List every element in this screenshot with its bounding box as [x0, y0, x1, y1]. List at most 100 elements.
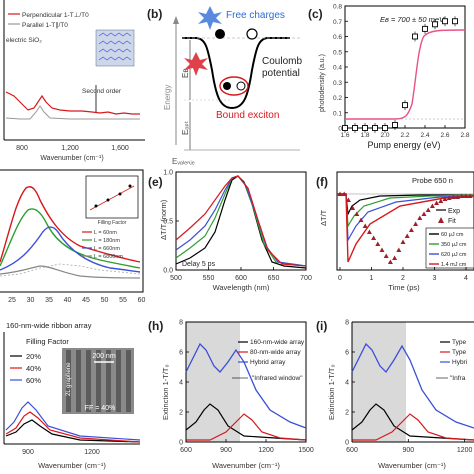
xtick-label-i: 600 [346, 447, 358, 454]
curve-g-red [5, 411, 141, 443]
curve-e-blue [175, 175, 307, 267]
free-charge-star-icon [198, 6, 222, 30]
label-b: (b) [147, 7, 162, 21]
inset-d-xlabel: Filling Factor [98, 220, 127, 226]
eb-label: Eʙ [181, 68, 190, 78]
coulomb-label-1: Coulomb [262, 56, 302, 67]
exp-point-f [387, 259, 393, 264]
panel-h: (h) Extinction 1-T/T₀ 0 2 4 6 8 160-nm-wide … [148, 319, 314, 470]
ytick-label-e: 1.0 [163, 170, 173, 177]
electron-icon [215, 29, 225, 39]
ytick-label-c: 0.1 [333, 110, 342, 117]
ylabel-h: Extinction 1-T/T₀ [161, 364, 170, 420]
exp-point-f [400, 239, 406, 244]
hole-icon [246, 28, 258, 40]
legend-parallel: Parallel 1-T∥/T0 [22, 21, 68, 29]
curve-g-blue [5, 401, 141, 441]
xtick-label-e: 500 [170, 275, 182, 282]
panel-e: (e) ΔT/T (norm) 0.0 0.5 1.0 500 550 600 650 70… [148, 170, 312, 293]
legend-f-350: 350 μJ cm [441, 242, 467, 248]
legend-h-hybrid: Hybrid array [250, 359, 286, 366]
xtick-label-d: 50 [101, 297, 109, 304]
data-point-c [442, 18, 448, 25]
legend-d-6800: L = 6800nm [94, 254, 123, 260]
exp-point-f [379, 247, 385, 252]
xlabel-g: Wavenumber (cm⁻¹) [38, 461, 106, 470]
data-point-c [392, 121, 398, 128]
data-point-c [422, 25, 428, 32]
data-point-c [452, 18, 458, 25]
legend-h-160: 160-nm-wide array [250, 339, 305, 346]
label-e: (e) [148, 175, 163, 189]
curve-h-red [186, 413, 307, 441]
ytick-label-h: 8 [179, 320, 183, 327]
data-point-c [362, 125, 368, 131]
ytick-label-c: 0.5 [333, 49, 342, 56]
xtick-label-c: 2.4 [420, 132, 429, 139]
exp-point-f [425, 207, 431, 212]
legend-d-60: L = 60nm [94, 230, 117, 236]
legend-i-hybrid: Hybri [452, 359, 467, 366]
tick-a-800: 800 [16, 145, 28, 152]
exp-point-f [442, 196, 448, 201]
exp-point-f [396, 247, 402, 252]
curve-g-black [5, 419, 141, 443]
xtick-label-e: 550 [203, 275, 215, 282]
xtick-label-f: 1 [370, 275, 374, 282]
ytick-label-c: 0 [338, 126, 342, 133]
xtick-label-f: 0 [338, 275, 342, 282]
xtick-label-i: 900 [402, 447, 414, 454]
coulomb-potential-curve [182, 37, 290, 110]
xtick-label-d: 40 [64, 297, 72, 304]
energy-label: Energy [163, 85, 172, 110]
label-i: (i) [316, 319, 327, 333]
xtick-label-h: 600 [180, 447, 192, 454]
exp-point-f [392, 255, 398, 260]
ytick-label-i: 6 [345, 350, 349, 357]
xtick-label-h: 1200 [258, 447, 274, 454]
xtick-label-d: 60 [138, 297, 146, 304]
exp-point-f [417, 215, 423, 220]
tick-a-1200: 1,200 [61, 145, 79, 152]
free-charges-label: Free charges [226, 10, 285, 21]
exp-point-f [371, 235, 377, 240]
data-point-c [372, 125, 378, 131]
xlabel-h: Wavenumber (cm⁻¹) [212, 461, 280, 470]
data-point-c [402, 102, 408, 109]
ytick-label-c: 0.8 [333, 4, 342, 11]
legend-d-180: L = 180nm [94, 238, 120, 244]
ytick-label-h: 2 [179, 410, 183, 417]
legend-i-type1: Type [452, 339, 466, 346]
ylabel-e: ΔT/T (norm) [159, 199, 168, 240]
window-label-h: "Infrared window" [252, 375, 303, 382]
ytick-label-c: 0.3 [333, 80, 342, 87]
curve-i-black [351, 403, 474, 441]
panel-i: (i) Extinction 1-T/T₀ 0 2 4 6 8 Type Type Hy… [316, 319, 474, 470]
exp-point-f [446, 195, 452, 200]
xtick-label-h: 1500 [298, 447, 314, 454]
exp-point-f [434, 200, 440, 205]
curve-e-black [175, 175, 307, 269]
ytick-label-i: 2 [345, 410, 349, 417]
coulomb-label-2: potential [262, 68, 300, 79]
ytick-label-h: 6 [179, 350, 183, 357]
legend-h-80: 80-nm-wide array [250, 349, 301, 356]
legend-d-660: L = 660nm [94, 246, 120, 252]
xtick-label-e: 700 [300, 275, 312, 282]
sem-graphene-label: 2L graphene [66, 362, 72, 396]
bound-exciton-star-icon [184, 52, 208, 76]
xtick-label-e: 650 [268, 275, 280, 282]
curve-d-gray [0, 265, 141, 279]
exp-point-f [366, 229, 372, 234]
exp-point-f [413, 221, 419, 226]
ytick-label-i: 0 [345, 440, 349, 447]
legend-f-fit: Fit [448, 218, 456, 225]
exp-point-f [455, 194, 461, 199]
exp-point-f [429, 203, 435, 208]
second-order-label: Second order [82, 88, 122, 95]
curve-d-green [0, 208, 141, 269]
xtick-label-d: 30 [27, 297, 35, 304]
xtick-label-f: 4 [464, 275, 468, 282]
data-point-c [382, 125, 388, 131]
legend-g-40: 40% [26, 364, 41, 373]
